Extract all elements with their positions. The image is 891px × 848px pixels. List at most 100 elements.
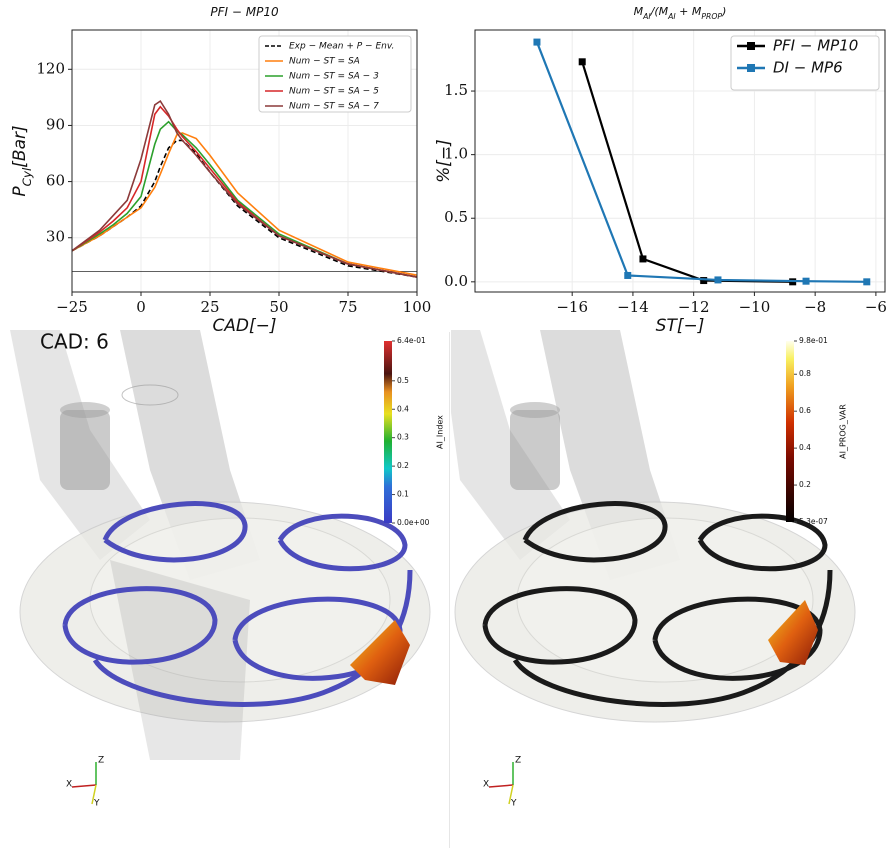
series-line xyxy=(71,105,418,278)
colorbar-label: 0.4 xyxy=(799,443,811,452)
series-line xyxy=(71,99,418,278)
colorbar-title: AI_PROG_VAR xyxy=(839,404,848,459)
colorbar-label: 0.2 xyxy=(799,480,811,489)
render-right xyxy=(451,330,856,805)
colorbar-label: 0.4 xyxy=(397,404,409,413)
marker xyxy=(714,276,722,284)
x-tick-label: 25 xyxy=(200,298,219,316)
x-axis-label: CAD[−] xyxy=(212,316,276,336)
colorbar-label: 0.6 xyxy=(799,406,811,415)
axis-label: Z xyxy=(98,756,104,766)
x-tick-label: 100 xyxy=(403,298,432,316)
axis-label: X xyxy=(66,780,72,790)
text-part: + M xyxy=(676,5,702,18)
front-loop xyxy=(102,501,248,563)
y-tick-label: 0.0 xyxy=(444,272,468,290)
colorbar-label: 0.5 xyxy=(397,376,409,385)
marker xyxy=(700,277,708,285)
axis-y xyxy=(91,784,97,805)
text-part: PFI − MP10 xyxy=(210,5,279,19)
y-tick-label: 90 xyxy=(46,115,65,133)
y-axis-label: %[−] xyxy=(434,139,454,183)
legend-label: Exp − Mean + P − Env. xyxy=(289,42,394,52)
front-loop xyxy=(277,513,408,572)
marker xyxy=(802,277,810,285)
legend-marker xyxy=(747,64,755,72)
axis-label: Y xyxy=(93,799,100,809)
text-part: [Bar] xyxy=(10,125,30,167)
legend-label: PFI − MP10 xyxy=(773,37,858,55)
y-tick-label: 0.5 xyxy=(444,208,468,226)
series-line xyxy=(71,132,418,276)
marker xyxy=(624,271,632,279)
y-tick-label: 120 xyxy=(36,59,65,77)
valve-guide-top xyxy=(510,402,560,418)
front-loop xyxy=(482,586,638,665)
valve-guide-top xyxy=(60,402,110,418)
x-axis-label: ST[−] xyxy=(656,316,705,336)
intake-pipe xyxy=(110,560,250,760)
colorbar-label: 0.2 xyxy=(397,461,409,470)
x-tick-label: −14 xyxy=(617,298,649,316)
colorbar xyxy=(384,341,392,523)
x-tick-label: −8 xyxy=(804,298,826,316)
chart-title: MAI/(MAI + MPROP) xyxy=(634,5,727,21)
valve-stem xyxy=(121,384,179,406)
x-tick-label: −25 xyxy=(56,298,88,316)
legend-marker xyxy=(747,42,755,50)
marker xyxy=(863,278,871,286)
front-loop xyxy=(62,586,218,665)
x-tick-label: −10 xyxy=(739,298,771,316)
intake-pipe xyxy=(451,330,570,560)
y-tick-label: 30 xyxy=(46,228,65,246)
colorbar-title: AI_Index xyxy=(436,415,445,449)
marker xyxy=(639,255,647,263)
marker xyxy=(578,58,586,66)
hot-spot xyxy=(350,620,410,685)
plot-frame xyxy=(474,29,886,293)
legend-label: Num − ST = SA − 3 xyxy=(289,72,379,82)
colorbar-label: 9.8e-01 xyxy=(799,336,828,345)
front-loop xyxy=(512,569,833,707)
x-tick-label: 75 xyxy=(338,298,357,316)
axis-label: X xyxy=(483,780,489,790)
intake-pipe xyxy=(10,330,150,560)
valve-guide xyxy=(60,410,110,490)
y-axis-label: PCyl[Bar] xyxy=(10,125,34,196)
y-tick-label: 1.5 xyxy=(444,81,468,99)
legend-label: Num − ST = SA − 7 xyxy=(289,102,379,112)
plot-frame xyxy=(71,29,418,293)
text-part: /(M xyxy=(650,5,669,18)
y-tick-label: 60 xyxy=(46,172,65,190)
x-tick-label: 50 xyxy=(269,298,288,316)
marker xyxy=(533,38,541,46)
y-tick-label: 1.0 xyxy=(444,145,468,163)
colorbar-label: 6.4e-01 xyxy=(397,336,426,345)
text-part: AI xyxy=(642,12,651,21)
axis-y xyxy=(508,784,514,805)
text-part: M xyxy=(634,5,644,18)
colorbar xyxy=(786,341,794,522)
colorbar-label: 0.8 xyxy=(799,369,811,378)
legend-label: Num − ST = SA xyxy=(289,57,360,67)
x-tick-label: −6 xyxy=(865,298,887,316)
chart-title: PFI − MP10 xyxy=(210,5,279,19)
charts: −25 0 25 50 75 100 30 60 90 120 PFI − MP10 CAD[−] PC… xyxy=(10,5,887,337)
axis-label: Z xyxy=(515,756,521,766)
render-left xyxy=(10,330,431,805)
text-part: Cyl xyxy=(20,167,34,186)
front-loop xyxy=(522,501,668,563)
x-tick-label: −12 xyxy=(678,298,710,316)
progress-front xyxy=(482,501,833,707)
text-part: PROP xyxy=(701,12,722,21)
x-tick-label: −16 xyxy=(556,298,588,316)
frame-label: CAD: 6 xyxy=(40,330,109,354)
axis-label: Y xyxy=(510,799,517,809)
text-part: AI xyxy=(667,12,676,21)
series-line xyxy=(71,120,418,278)
series-line xyxy=(581,61,793,283)
axis-x xyxy=(71,784,97,788)
legend-box xyxy=(258,35,412,113)
colorbar-label: 5.3e-07 xyxy=(799,517,828,526)
valve-guide xyxy=(510,410,560,490)
